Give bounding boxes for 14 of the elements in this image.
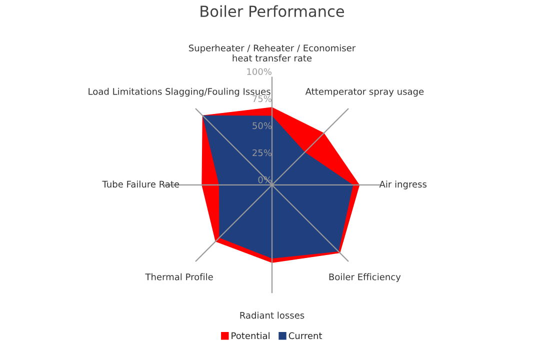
spoke-label: Thermal Profile xyxy=(145,273,213,280)
legend-label: Potential xyxy=(232,332,270,340)
spoke-label: Radiant losses xyxy=(240,312,304,319)
spoke-label: Superheater / Reheater / Economiser heat transfer rate xyxy=(188,44,356,62)
chart-title: Boiler Performance xyxy=(200,5,344,18)
y-tick-label: 100% xyxy=(247,68,272,76)
spoke-label: Boiler Efficiency xyxy=(329,273,401,282)
y-tick-label: 75% xyxy=(252,95,272,102)
spoke-label: Tube Failure Rate xyxy=(102,180,180,188)
y-tick-label: 25% xyxy=(252,149,272,156)
y-tick-label: 50% xyxy=(252,122,272,130)
legend-label: Current xyxy=(288,332,322,340)
spoke-label: Air ingress xyxy=(379,180,427,190)
spoke-label: Attemperator spray usage xyxy=(305,88,424,97)
